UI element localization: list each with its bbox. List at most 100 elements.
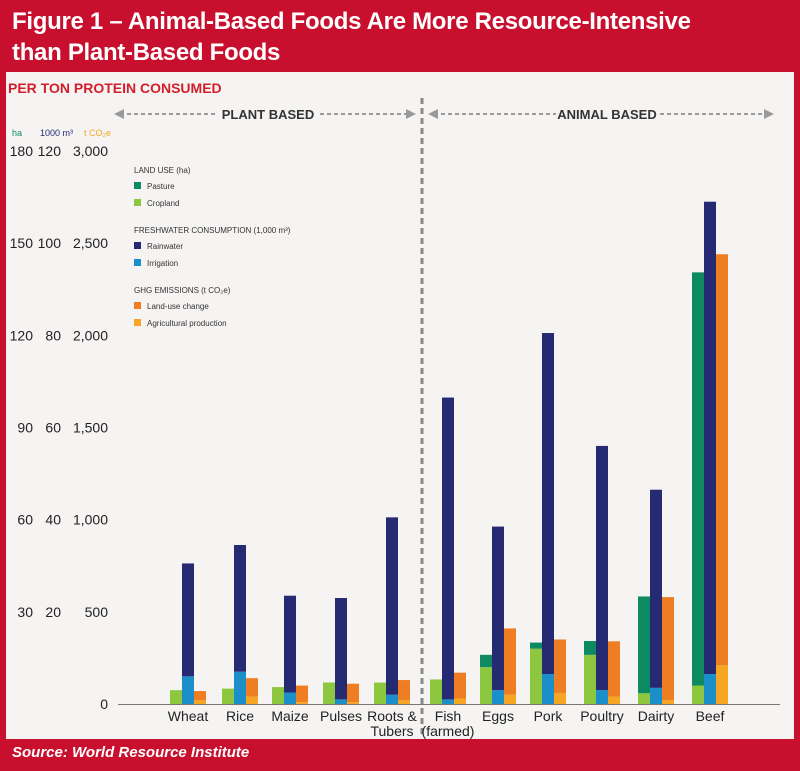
animal-based-label: ANIMAL BASED	[557, 107, 656, 122]
ghg-axis-unit: t CO₂e	[84, 128, 111, 138]
land-axis-unit: ha	[12, 128, 22, 138]
bar-agricultural-production	[608, 696, 620, 704]
bar-irrigation	[182, 676, 194, 704]
category-label: Wheat	[168, 708, 209, 724]
bar-agricultural-production	[454, 698, 466, 704]
category-label: Tubers	[370, 723, 413, 739]
bar-cropland	[638, 693, 650, 704]
legend-swatch-cropland	[134, 199, 141, 206]
bar-rainwater	[182, 563, 194, 677]
figure-title-line-2: than Plant-Based Foods	[12, 39, 281, 66]
land-tick-label: 60	[17, 512, 33, 528]
bar-agricultural-production	[662, 700, 674, 704]
ghg-tick-label: 500	[85, 604, 109, 620]
bar-rainwater	[284, 595, 296, 693]
bar-irrigation	[596, 690, 608, 704]
bar-irrigation	[704, 674, 716, 704]
land-tick-label: 180	[10, 143, 34, 159]
bar-agricultural-production	[716, 665, 728, 704]
bar-irrigation	[650, 687, 662, 704]
water-tick-label: 80	[45, 327, 61, 343]
bar-rainwater	[492, 526, 504, 691]
bar-agricultural-production	[554, 692, 566, 704]
legend-heading: GHG EMISSIONS (t CO₂e)	[134, 286, 231, 295]
figure-title: Figure 1 – Animal-Based Foods Are More R…	[12, 6, 792, 68]
bar-cropland	[480, 667, 492, 704]
bar-rainwater	[442, 397, 454, 700]
bar-agricultural-production	[296, 702, 308, 704]
bar-irrigation	[234, 671, 246, 704]
legend-label-irrigation: Irrigation	[147, 259, 178, 268]
category-label: (farmed)	[422, 723, 475, 739]
bar-rainwater	[335, 598, 347, 700]
bar-agricultural-production	[504, 694, 516, 704]
water-axis-unit: 1000 m³	[40, 128, 73, 138]
land-tick-label: 30	[17, 604, 33, 620]
figure-title-line-1: Figure 1 – Animal-Based Foods Are More R…	[12, 8, 691, 35]
category-label: Rice	[226, 708, 254, 724]
legend-heading: FRESHWATER CONSUMPTION (1,000 m³)	[134, 226, 291, 235]
chart-subtitle: PER TON PROTEIN CONSUMED	[8, 80, 222, 96]
bar-agricultural-production	[246, 696, 258, 704]
animal-arrow-head-right	[764, 109, 774, 119]
bar-irrigation	[335, 699, 347, 704]
plant-arrow-head-left	[114, 109, 124, 119]
bar-rainwater	[386, 517, 398, 695]
bar-rainwater	[234, 545, 246, 672]
bar-cropland	[530, 648, 542, 704]
ghg-tick-label: 3,000	[73, 143, 108, 159]
bar-landuse-change	[398, 680, 410, 701]
legend-label-agri_production: Agricultural production	[147, 319, 227, 328]
plant-arrow-head-right	[406, 109, 416, 119]
category-label: Beef	[696, 708, 725, 724]
bar-landuse-change	[716, 254, 728, 666]
bar-landuse-change	[608, 641, 620, 697]
legend-label-pasture: Pasture	[147, 182, 175, 191]
category-label: Fish	[435, 708, 461, 724]
source-note: Source: World Resource Institute	[12, 744, 250, 761]
legend-heading: LAND USE (ha)	[134, 166, 191, 175]
legend-label-landuse_change: Land-use change	[147, 302, 209, 311]
bar-agricultural-production	[194, 700, 206, 704]
bar-irrigation	[492, 690, 504, 704]
bar-pasture	[530, 642, 542, 649]
bar-cropland	[584, 654, 596, 704]
land-tick-label: 150	[10, 235, 34, 251]
bar-pasture	[692, 272, 704, 686]
land-tick-label: 90	[17, 420, 33, 436]
bar-landuse-change	[194, 691, 206, 701]
category-label: Eggs	[482, 708, 514, 724]
bar-cropland	[430, 679, 442, 704]
bar-rainwater	[542, 333, 554, 675]
bar-agricultural-production	[347, 702, 359, 704]
bar-cropland	[692, 685, 704, 704]
bar-pasture	[584, 641, 596, 655]
bar-cropland	[222, 688, 234, 704]
bar-landuse-change	[296, 685, 308, 703]
category-label: Roots &	[367, 708, 417, 724]
legend-swatch-rainwater	[134, 242, 141, 249]
bar-cropland	[323, 682, 335, 704]
water-tick-label: 60	[45, 420, 61, 436]
animal-arrow-head-left	[428, 109, 438, 119]
ghg-tick-label: 1,500	[73, 420, 108, 436]
legend-swatch-pasture	[134, 182, 141, 189]
bar-rainwater	[650, 489, 662, 688]
bar-cropland	[374, 682, 386, 704]
category-label: Pork	[534, 708, 564, 724]
bar-irrigation	[386, 694, 398, 704]
legend-swatch-landuse_change	[134, 302, 141, 309]
bar-landuse-change	[246, 678, 258, 697]
category-label: Pulses	[320, 708, 362, 724]
legend-label-cropland: Cropland	[147, 199, 179, 208]
legend-label-rainwater: Rainwater	[147, 242, 183, 251]
bar-landuse-change	[454, 672, 466, 699]
bar-rainwater	[596, 445, 608, 691]
plant-based-label: PLANT BASED	[222, 107, 314, 122]
water-tick-label: 40	[45, 512, 61, 528]
bar-cropland	[170, 690, 182, 704]
ghg-tick-label: 0	[100, 696, 108, 712]
bar-landuse-change	[554, 639, 566, 693]
